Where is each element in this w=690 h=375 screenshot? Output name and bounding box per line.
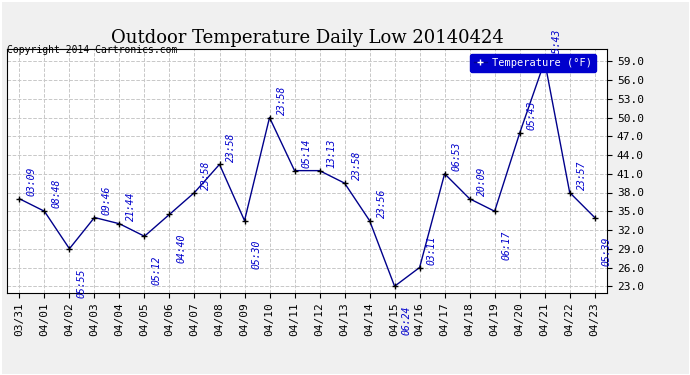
Text: 05:12: 05:12 [151,256,161,285]
Text: 06:24: 06:24 [402,306,411,335]
Text: 23:58: 23:58 [351,151,362,180]
Text: 09:46: 09:46 [101,185,111,215]
Text: 23:58: 23:58 [201,160,211,190]
Text: 13:13: 13:13 [326,138,337,168]
Text: 04:40: 04:40 [177,234,186,263]
Text: 23:56: 23:56 [377,189,386,218]
Title: Outdoor Temperature Daily Low 20140424: Outdoor Temperature Daily Low 20140424 [110,29,504,47]
Text: 21:44: 21:44 [126,192,137,221]
Text: 05:43: 05:43 [526,101,537,130]
Text: 08:48: 08:48 [51,179,61,209]
Text: 06:17: 06:17 [502,231,511,260]
Text: 03:11: 03:11 [426,236,437,265]
Legend: Temperature (°F): Temperature (°F) [470,54,596,72]
Text: 23:57: 23:57 [577,160,586,190]
Text: 20:09: 20:09 [477,166,486,196]
Text: 03:09: 03:09 [26,166,37,196]
Text: 05:43: 05:43 [551,29,562,58]
Text: 05:14: 05:14 [302,138,311,168]
Text: 06:53: 06:53 [451,142,462,171]
Text: 05:55: 05:55 [77,268,86,298]
Text: 05:30: 05:30 [251,240,262,270]
Text: 05:39: 05:39 [602,237,611,266]
Text: 23:58: 23:58 [277,86,286,115]
Text: 23:58: 23:58 [226,132,237,162]
Text: Copyright 2014 Cartronics.com: Copyright 2014 Cartronics.com [7,45,177,55]
